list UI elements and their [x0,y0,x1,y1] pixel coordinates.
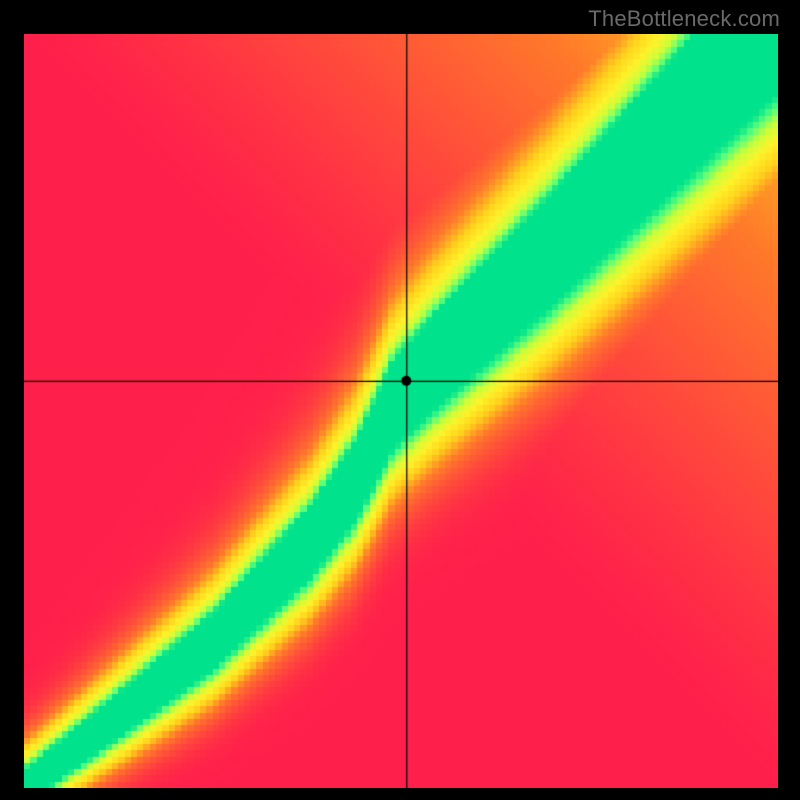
chart-container: TheBottleneck.com [0,0,800,800]
watermark: TheBottleneck.com [588,6,780,32]
bottleneck-heatmap [24,34,778,788]
